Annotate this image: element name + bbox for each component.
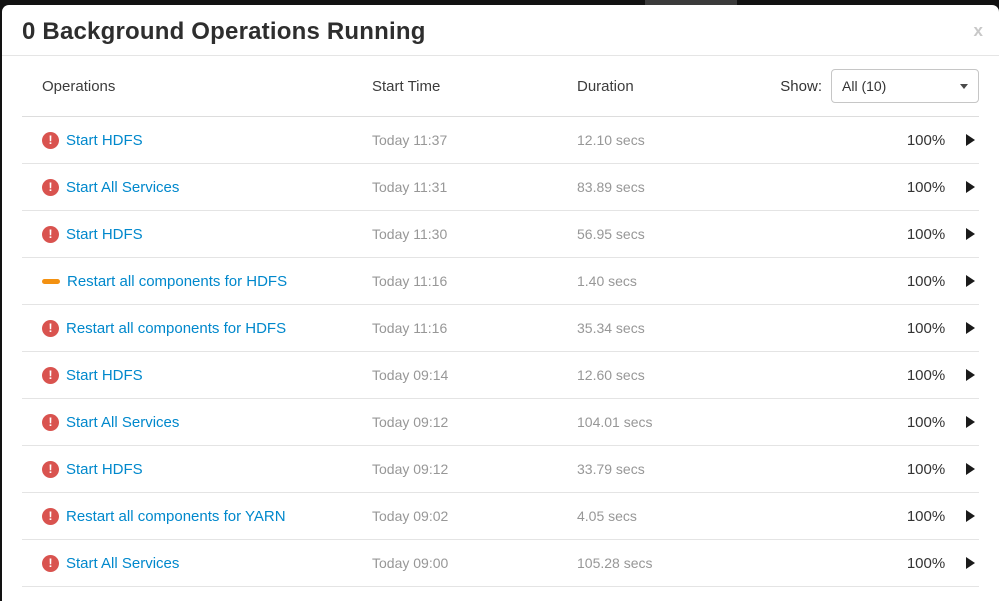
column-header-start-time: Start Time (372, 77, 441, 95)
operation-row: ! Start HDFS Today 09:12 33.79 secs 100% (22, 446, 979, 493)
operation-link[interactable]: Start All Services (66, 413, 180, 431)
operation-failed-icon: ! (42, 131, 59, 149)
progress-percent: 100% (906, 178, 946, 196)
expand-arrow-icon[interactable] (966, 369, 975, 381)
background-operations-modal: 0 Background Operations Running x Operat… (2, 5, 999, 601)
operation-row: Restart all components for HDFS Today 11… (22, 258, 979, 305)
modal-header: 0 Background Operations Running x (2, 5, 999, 56)
operation-link[interactable]: Restart all components for HDFS (67, 272, 288, 290)
operation-duration: 56.95 secs (577, 226, 645, 242)
operation-start-time: Today 11:30 (372, 226, 448, 242)
operation-start-time: Today 11:31 (372, 179, 448, 195)
operation-failed-icon: ! (42, 225, 59, 243)
column-header-operations: Operations (42, 77, 116, 95)
operation-name-cell: ! Restart all components for YARN (42, 507, 372, 525)
operation-row: ! Start HDFS Today 11:37 12.10 secs 100% (22, 117, 979, 164)
operation-name-cell: ! Start HDFS (42, 366, 372, 384)
operation-duration: 4.05 secs (577, 508, 637, 524)
operation-row: ! Start HDFS Today 09:14 12.60 secs 100% (22, 352, 979, 399)
progress-percent: 100% (906, 366, 946, 384)
operation-link[interactable]: Start HDFS (66, 366, 143, 384)
progress-percent: 100% (906, 413, 946, 431)
operation-start-time: Today 09:14 (372, 367, 449, 383)
operation-link[interactable]: Start HDFS (66, 225, 143, 243)
operation-failed-icon: ! (42, 366, 59, 384)
modal-title: 0 Background Operations Running (22, 18, 426, 45)
show-filter-select[interactable]: All (10) (831, 69, 979, 103)
operation-row: ! Start All Services Today 11:31 83.89 s… (22, 164, 979, 211)
operation-failed-icon: ! (42, 319, 59, 337)
operation-duration: 1.40 secs (577, 273, 637, 289)
operation-link[interactable]: Start HDFS (66, 131, 143, 149)
operation-link[interactable]: Restart all components for YARN (66, 507, 286, 525)
operation-link[interactable]: Start All Services (66, 554, 180, 572)
operation-duration: 83.89 secs (577, 179, 645, 195)
progress-percent: 100% (906, 225, 946, 243)
column-header-duration: Duration (577, 77, 634, 95)
expand-arrow-icon[interactable] (966, 228, 975, 240)
progress-percent: 100% (906, 554, 946, 572)
expand-arrow-icon[interactable] (966, 275, 975, 287)
operation-name-cell: ! Start HDFS (42, 131, 372, 149)
expand-arrow-icon[interactable] (966, 463, 975, 475)
expand-arrow-icon[interactable] (966, 557, 975, 569)
expand-arrow-icon[interactable] (966, 510, 975, 522)
table-header: Operations Start Time Duration Show: All… (22, 56, 979, 117)
operation-row: ! Start HDFS Today 11:30 56.95 secs 100% (22, 211, 979, 258)
operation-name-cell: Restart all components for HDFS (42, 273, 372, 290)
operation-warning-icon (42, 278, 60, 284)
close-icon[interactable]: x (973, 21, 983, 40)
operation-failed-icon: ! (42, 507, 59, 525)
show-filter-value: All (10) (842, 78, 887, 94)
chevron-down-icon (960, 83, 968, 89)
expand-arrow-icon[interactable] (966, 181, 975, 193)
progress-percent: 100% (906, 272, 946, 290)
progress-percent: 100% (906, 507, 946, 525)
operation-duration: 105.28 secs (577, 555, 653, 571)
operation-name-cell: ! Start All Services (42, 554, 372, 572)
operation-row: ! Start All Services Today 09:12 104.01 … (22, 399, 979, 446)
operation-link[interactable]: Start All Services (66, 178, 180, 196)
operation-start-time: Today 09:02 (372, 508, 449, 524)
operation-start-time: Today 11:16 (372, 320, 448, 336)
operation-failed-icon: ! (42, 554, 59, 572)
operation-name-cell: ! Start All Services (42, 178, 372, 196)
operation-duration: 35.34 secs (577, 320, 645, 336)
operation-start-time: Today 09:12 (372, 414, 449, 430)
operation-row: ! Restart all components for HDFS Today … (22, 305, 979, 352)
operation-name-cell: ! Restart all components for HDFS (42, 319, 372, 337)
operation-start-time: Today 09:00 (372, 555, 449, 571)
operation-start-time: Today 09:12 (372, 461, 449, 477)
progress-percent: 100% (906, 460, 946, 478)
operation-failed-icon: ! (42, 178, 59, 196)
operation-name-cell: ! Start HDFS (42, 225, 372, 243)
operation-link[interactable]: Start HDFS (66, 460, 143, 478)
backdrop-highlight (645, 0, 737, 6)
operation-failed-icon: ! (42, 413, 59, 431)
expand-arrow-icon[interactable] (966, 134, 975, 146)
operation-failed-icon: ! (42, 460, 59, 478)
operation-link[interactable]: Restart all components for HDFS (66, 319, 287, 337)
progress-percent: 100% (906, 131, 946, 149)
progress-percent: 100% (906, 319, 946, 337)
operation-duration: 12.60 secs (577, 367, 645, 383)
operation-name-cell: ! Start HDFS (42, 460, 372, 478)
operations-list: ! Start HDFS Today 11:37 12.10 secs 100%… (2, 117, 999, 587)
expand-arrow-icon[interactable] (966, 416, 975, 428)
show-filter-label: Show: (780, 77, 822, 95)
operation-duration: 104.01 secs (577, 414, 653, 430)
expand-arrow-icon[interactable] (966, 322, 975, 334)
operation-start-time: Today 11:37 (372, 132, 448, 148)
operation-duration: 33.79 secs (577, 461, 645, 477)
operation-duration: 12.10 secs (577, 132, 645, 148)
operation-row: ! Start All Services Today 09:00 105.28 … (22, 540, 979, 587)
operation-name-cell: ! Start All Services (42, 413, 372, 431)
operation-start-time: Today 11:16 (372, 273, 448, 289)
operation-row: ! Restart all components for YARN Today … (22, 493, 979, 540)
